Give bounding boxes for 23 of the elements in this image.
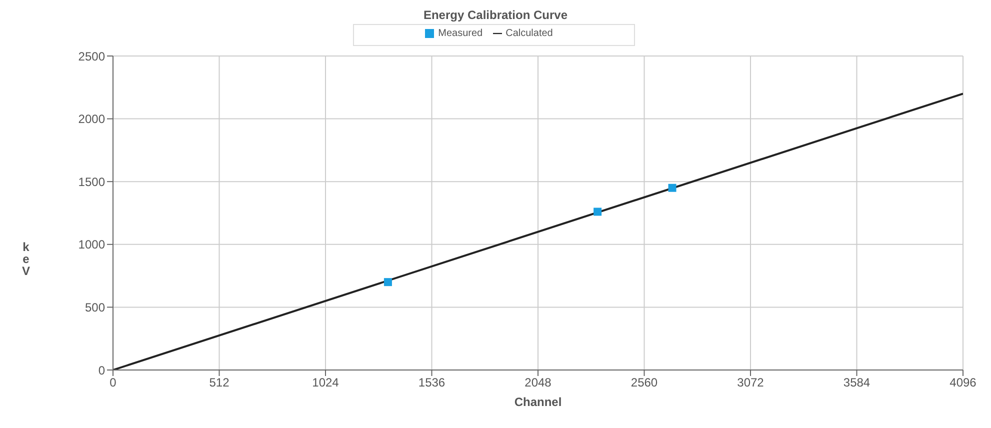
- x-tick-label: 4096: [950, 376, 977, 390]
- x-tick-label: 3584: [843, 376, 870, 390]
- x-tick-label: 1536: [418, 376, 446, 390]
- x-tick-label: 2048: [524, 376, 552, 390]
- chart-title: Energy Calibration Curve: [422, 8, 569, 24]
- legend-label: Measured: [438, 28, 483, 39]
- y-tick-label: 0: [98, 363, 106, 378]
- point: [594, 208, 602, 216]
- y-tick-label: 1000: [78, 238, 106, 252]
- y-tick-label: 2000: [78, 112, 106, 126]
- x-tick-label: 1024: [312, 376, 340, 390]
- x-tick-label: 512: [209, 376, 230, 390]
- x-tick-label: 0: [110, 376, 117, 390]
- y-axis-title: keV: [22, 240, 30, 278]
- y-tick-label: 500: [84, 300, 106, 314]
- y-tick-label: 1500: [78, 174, 106, 189]
- x-tick-label: 2560: [630, 376, 658, 390]
- point: [668, 184, 676, 192]
- legend-label: Calculated: [506, 28, 553, 39]
- point: [384, 278, 392, 286]
- y-tick-label: 2500: [78, 49, 106, 64]
- x-axis-title: Channel: [514, 395, 562, 409]
- x-tick-label: 3072: [737, 376, 764, 390]
